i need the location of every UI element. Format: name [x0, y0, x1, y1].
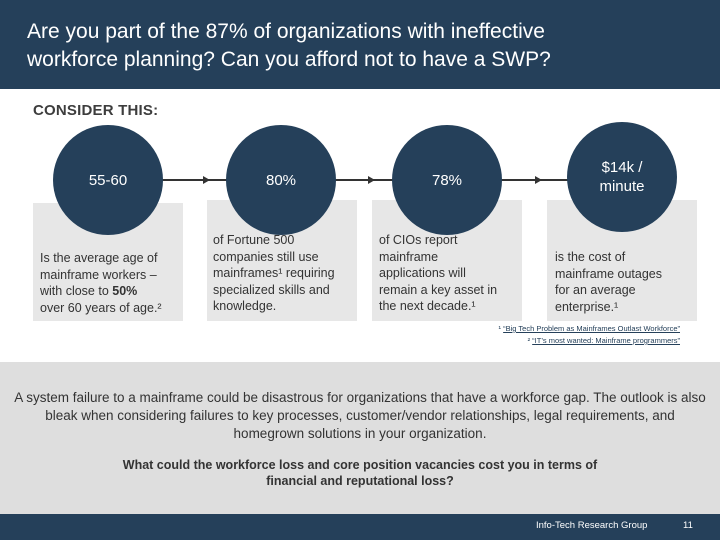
- stat-desc-2: of Fortune 500 companies still use mainf…: [213, 232, 353, 315]
- stat-desc-3-line-4: remain a key asset in: [379, 282, 498, 297]
- stat-desc-1-line-4: over 60 years of age.²: [40, 300, 162, 315]
- stat-desc-4-line-3: for an average: [555, 283, 636, 297]
- stat-value-3: 78%: [431, 171, 463, 189]
- stat-desc-1: Is the average age of mainframe workers …: [40, 250, 180, 316]
- stat-desc-4-line-4: enterprise.¹: [555, 299, 619, 314]
- summary-paragraph: A system failure to a mainframe could be…: [14, 390, 706, 441]
- stat-circle-3: 78%: [392, 125, 502, 235]
- stat-desc-3-line-3: applications will: [379, 266, 466, 280]
- stat-desc-4-line-2: mainframe outages: [555, 266, 663, 281]
- stat-circle-1: 55-60: [53, 125, 163, 235]
- stat-circle-4: $14k / minute: [567, 122, 677, 232]
- stat-desc-1-line-1: Is the average age of: [40, 251, 158, 265]
- stat-desc-3-line-5: the next decade.¹: [379, 299, 476, 313]
- stat-circle-2: 80%: [226, 125, 336, 235]
- connector-arrow-2: [368, 176, 375, 184]
- stat-desc-4: is the cost of mainframe outages for an …: [555, 249, 695, 315]
- footnote-1-marker: ¹: [498, 324, 502, 333]
- summary-band: [0, 362, 720, 514]
- stat-value-4: $14k / minute: [599, 158, 644, 196]
- stat-desc-2-line-5: knowledge.: [213, 299, 277, 313]
- footer-brand: Info-Tech Research Group: [536, 520, 648, 531]
- stat-desc-3: of CIOs report mainframe applications wi…: [379, 232, 519, 315]
- page-title: Are you part of the 87% of organizations…: [27, 18, 707, 74]
- footer-bar: [0, 514, 720, 540]
- connector-arrow-3: [535, 176, 542, 184]
- stat-value-2: 80%: [265, 171, 297, 189]
- stat-desc-2-line-4: specialized skills and: [213, 282, 330, 297]
- stat-value-1: 55-60: [88, 171, 128, 189]
- closing-question-line-1: What could the workforce loss and core p…: [122, 458, 598, 472]
- page-title-line-1: Are you part of the 87% of organizations…: [27, 20, 545, 43]
- stat-value-4-line-2: minute: [599, 178, 645, 195]
- stat-value-4-line-1: $14k /: [601, 159, 643, 176]
- footnote-1-link[interactable]: “Big Tech Problem as Mainframes Outlast …: [503, 324, 680, 333]
- footnote-2-link[interactable]: “IT’s most wanted: Mainframe programmers…: [532, 336, 680, 345]
- stat-desc-1-line-3: with close to 50%: [40, 284, 138, 298]
- stat-desc-3-line-2: mainframe: [379, 249, 439, 264]
- connector-arrow-1: [203, 176, 210, 184]
- page-title-line-2: workforce planning? Can you afford not t…: [27, 48, 551, 71]
- section-label: CONSIDER THIS:: [33, 102, 159, 119]
- footnote-2-marker: ²: [527, 336, 531, 345]
- closing-question-line-2: financial and reputational loss?: [266, 474, 454, 488]
- connector-line: [150, 179, 600, 181]
- stat-desc-3-line-1: of CIOs report: [379, 233, 458, 247]
- closing-question: What could the workforce loss and core p…: [60, 457, 660, 489]
- title-banner: [0, 0, 720, 89]
- stat-desc-2-line-1: of Fortune 500: [213, 233, 295, 247]
- footnotes: ¹ “Big Tech Problem as Mainframes Outlas…: [470, 323, 680, 347]
- stat-desc-2-line-2: companies still use: [213, 249, 319, 264]
- page-number: 11: [683, 520, 693, 531]
- footnote-2: ² “IT’s most wanted: Mainframe programme…: [470, 335, 680, 347]
- footnote-1: ¹ “Big Tech Problem as Mainframes Outlas…: [470, 323, 680, 335]
- stat-desc-2-line-3: mainframes¹ requiring: [213, 266, 335, 280]
- stat-desc-4-line-1: is the cost of: [555, 250, 626, 264]
- stat-desc-1-line-2: mainframe workers –: [40, 267, 157, 282]
